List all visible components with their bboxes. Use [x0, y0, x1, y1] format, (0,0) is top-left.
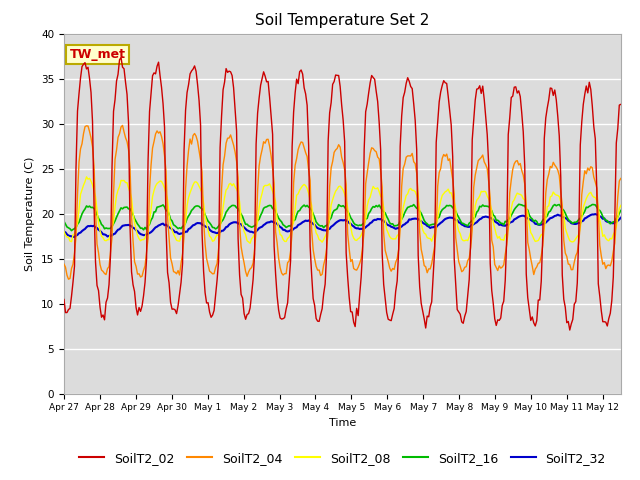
Title: Soil Temperature Set 2: Soil Temperature Set 2	[255, 13, 429, 28]
Text: TW_met: TW_met	[70, 48, 125, 61]
X-axis label: Time: Time	[329, 418, 356, 428]
Y-axis label: Soil Temperature (C): Soil Temperature (C)	[26, 156, 35, 271]
Legend: SoilT2_02, SoilT2_04, SoilT2_08, SoilT2_16, SoilT2_32: SoilT2_02, SoilT2_04, SoilT2_08, SoilT2_…	[74, 447, 611, 469]
